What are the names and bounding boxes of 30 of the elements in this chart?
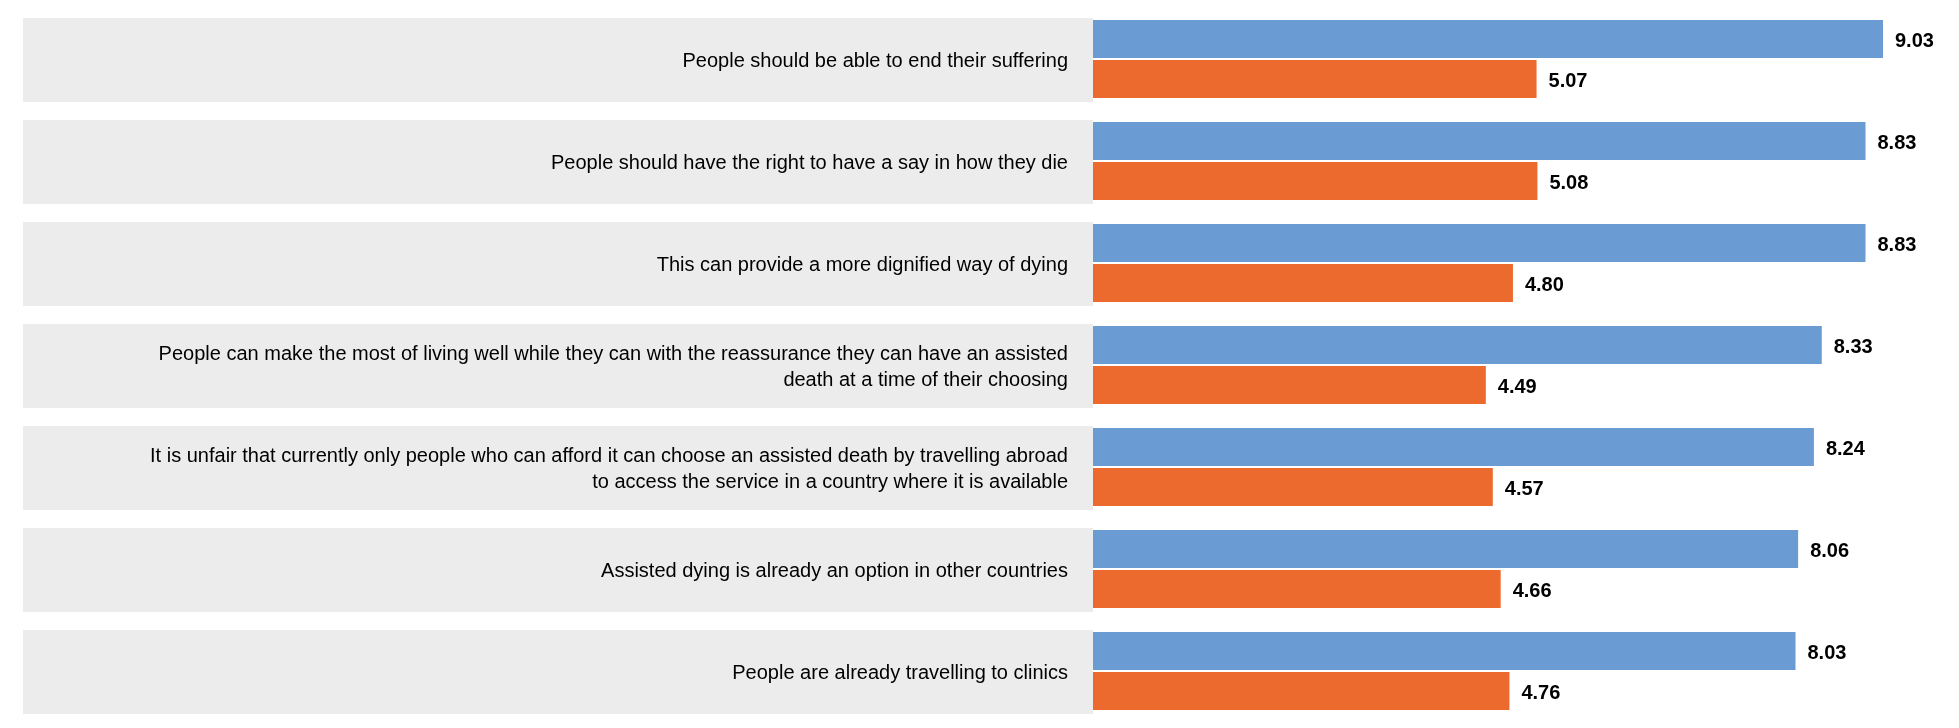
data-label: 4.76 [1521, 681, 1561, 703]
y-tick-label: People are already travelling to clinics [732, 661, 1068, 683]
y-tick-label: This can provide a more dignified way of dying [656, 253, 1068, 275]
data-label: 4.80 [1524, 273, 1564, 295]
data-label: 4.66 [1512, 579, 1552, 601]
y-tick-label: People can make the most of living well while they can with the reassurance they can have an assisted death at a time of their choosing [158, 342, 1068, 390]
data-label: 8.06 [1810, 539, 1850, 561]
bar [1093, 264, 1513, 302]
y-tick-label: People should be able to end their suffering [682, 49, 1068, 71]
bar [1093, 530, 1799, 568]
data-label: 5.07 [1548, 69, 1588, 91]
data-label: 5.08 [1549, 171, 1589, 193]
y-tick-label: Assisted dying is already an option in other countries [601, 559, 1068, 581]
bar [1093, 60, 1537, 98]
bar [1093, 468, 1493, 506]
data-label: 9.03 [1895, 29, 1934, 51]
data-label: 8.24 [1825, 437, 1866, 459]
bar [1093, 162, 1538, 200]
y-tick-label: People should have the right to have a say in how they die [550, 151, 1068, 173]
data-label: 8.83 [1877, 233, 1917, 255]
y-tick-label: It is unfair that currently only people who can afford it can choose an assisted death by travelling abroad to access the service in a country where it is available [150, 444, 1068, 492]
data-label: 4.57 [1504, 477, 1544, 499]
bar [1093, 672, 1510, 710]
data-label: 4.49 [1497, 375, 1537, 397]
data-label: 8.03 [1807, 641, 1847, 663]
data-label: 8.83 [1877, 131, 1917, 153]
data-label: 8.33 [1833, 335, 1873, 357]
bar [1093, 632, 1796, 670]
bar [1093, 570, 1501, 608]
bar [1093, 366, 1486, 404]
